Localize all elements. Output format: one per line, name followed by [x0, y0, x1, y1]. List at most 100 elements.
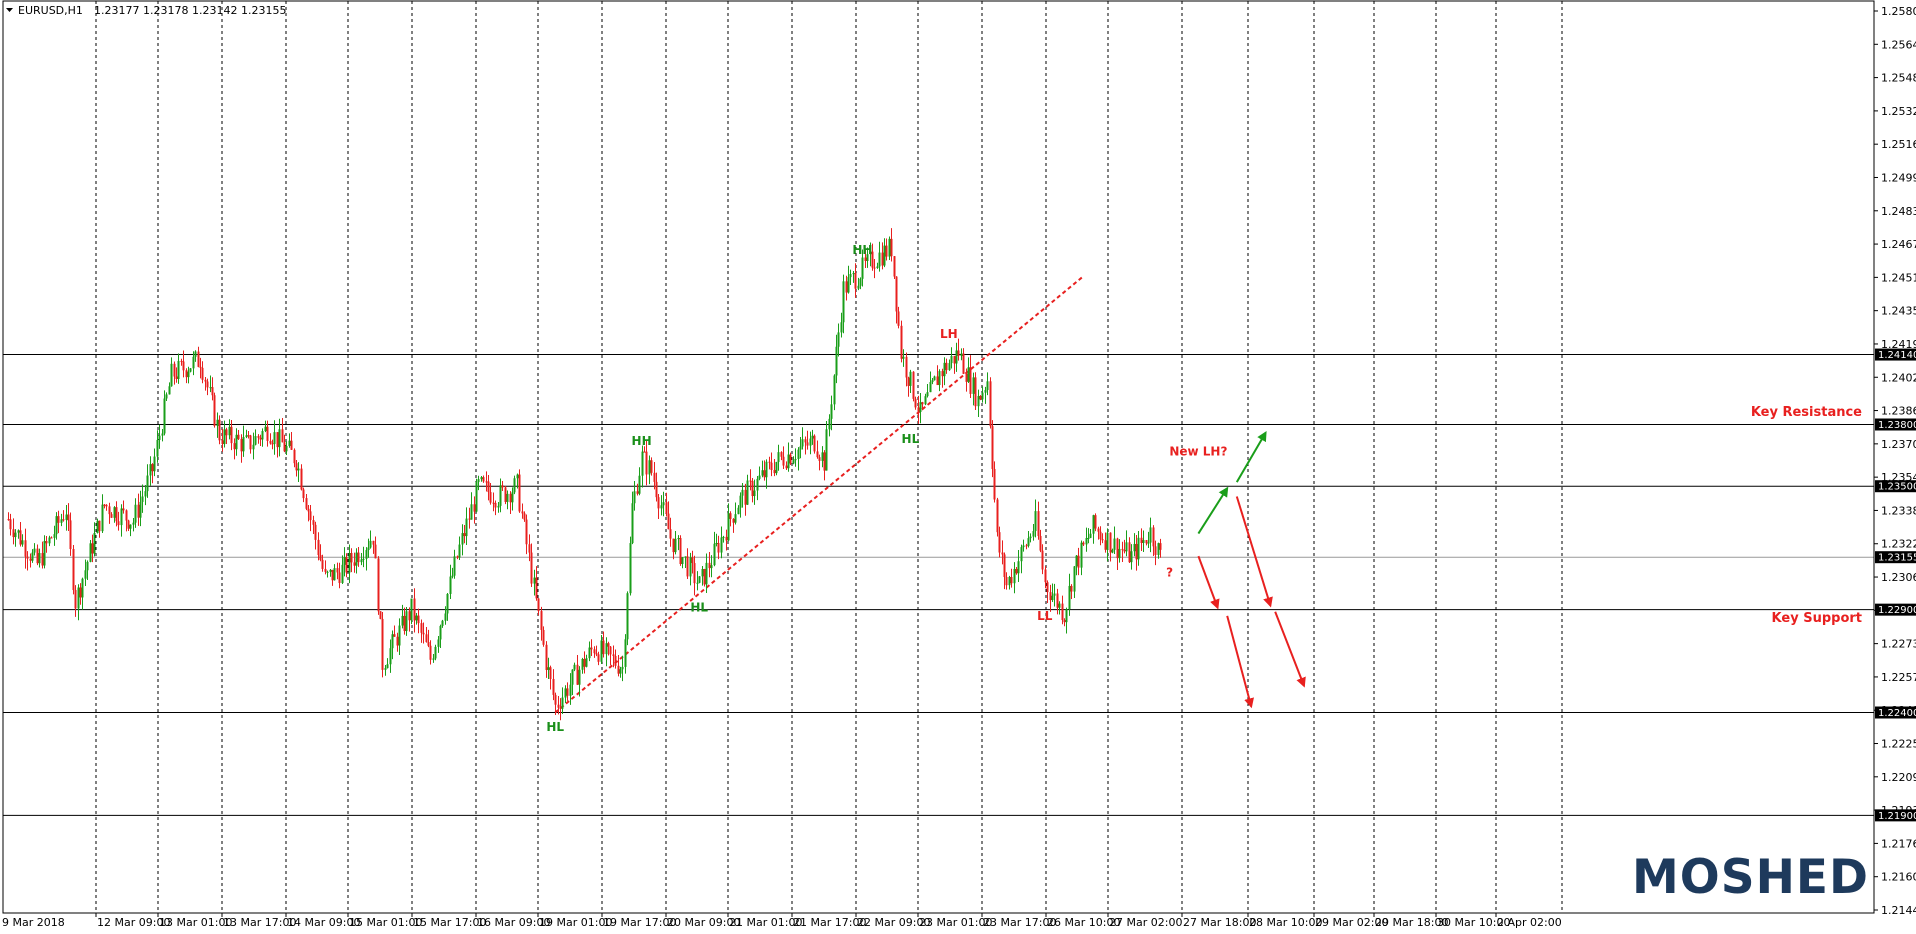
price-tag-box [1875, 603, 1916, 616]
trendline[interactable] [554, 275, 1084, 714]
candle-body [674, 538, 677, 553]
candle-body [998, 532, 1001, 553]
candle-body [1044, 569, 1047, 583]
candle-body [758, 475, 761, 479]
price-tag-box [1875, 551, 1916, 564]
candle-body [926, 392, 929, 397]
candle-body [413, 598, 416, 621]
candle-body [237, 434, 240, 439]
candle-body [386, 664, 389, 669]
candle-body [497, 505, 500, 508]
candle-body [631, 503, 634, 544]
candle-body [533, 577, 536, 584]
candle-body [1037, 511, 1040, 536]
candle-body [921, 402, 924, 405]
price-tick-label: 1.25480 [1881, 72, 1916, 85]
candle-body [132, 522, 135, 525]
candle-body [950, 356, 953, 364]
candle-body [31, 552, 34, 561]
time-tick-label: 28 Mar 10:00 [1249, 916, 1322, 929]
candle-body [578, 669, 581, 685]
price-tick-label: 1.24025 [1881, 371, 1916, 384]
candle-body [137, 504, 140, 518]
candle-body [981, 392, 984, 400]
candle-body [501, 485, 504, 488]
candle-body [761, 470, 764, 476]
candle-body [857, 285, 860, 289]
candle-body [240, 438, 243, 452]
candle-body [1005, 576, 1008, 586]
price-tag-label: 1.22900 [1878, 605, 1916, 616]
candle-body [816, 451, 819, 458]
candle-body [689, 557, 692, 577]
candle-body [765, 461, 768, 478]
candle-body [307, 508, 310, 512]
candle-body [1041, 550, 1044, 570]
candle-body [989, 381, 992, 427]
candle-body [698, 576, 701, 583]
candle-body [900, 325, 903, 359]
candle-body [1099, 531, 1102, 540]
candle-body [636, 491, 639, 494]
candle-body [110, 514, 113, 518]
candle-body [374, 544, 377, 559]
candle-body [605, 643, 608, 655]
candle-body [93, 533, 96, 554]
candle-body [312, 520, 315, 525]
candle-body [1133, 543, 1136, 552]
candle-body [187, 371, 190, 378]
candle-body [293, 449, 296, 464]
candle-body [638, 475, 641, 494]
candle-body [1157, 543, 1160, 555]
candle-body [909, 371, 912, 386]
candle-body [1020, 547, 1023, 562]
candle-body [974, 377, 977, 407]
candle-body [833, 375, 836, 405]
candle-body [852, 273, 855, 275]
candle-body [648, 460, 651, 475]
candle-body [297, 468, 300, 471]
candle-body [1068, 585, 1071, 610]
time-tick-label: 26 Mar 10:00 [1047, 916, 1120, 929]
dropdown-triangle-icon[interactable] [6, 8, 13, 12]
zone-label: Key Resistance [1751, 405, 1862, 420]
candle-body [350, 552, 353, 563]
price-tick-label: 1.22090 [1881, 771, 1916, 784]
candle-body [1010, 576, 1013, 584]
candle-body [257, 436, 260, 438]
candle-body [806, 442, 809, 446]
candle-body [117, 521, 120, 526]
candle-body [583, 658, 586, 667]
price-tick-label: 1.23865 [1881, 405, 1916, 418]
candle-body [458, 544, 461, 558]
time-tick-label: 15 Mar 17:00 [413, 916, 486, 929]
candle-body [403, 615, 406, 632]
candle-body [701, 569, 704, 577]
candle-body [679, 538, 682, 565]
candle-body [1152, 527, 1155, 547]
candle-body [81, 578, 84, 598]
swing-label: LL [1037, 609, 1053, 623]
candle-body [329, 569, 332, 572]
candle-body [890, 238, 893, 257]
candle-body [993, 468, 996, 500]
candle-body [573, 664, 576, 670]
candle-body [72, 549, 75, 591]
candle-body [948, 363, 951, 371]
candle-body [213, 395, 216, 426]
candle-body [55, 516, 58, 535]
candle-body [931, 380, 934, 383]
time-tick-label: 12 Mar 09:00 [97, 916, 170, 929]
candle-body [77, 587, 80, 609]
candle-body [333, 568, 336, 581]
candle-body [797, 449, 800, 459]
candle-body [444, 613, 447, 621]
candle-body [98, 520, 101, 532]
candle-body [67, 514, 70, 521]
candle-body [581, 658, 584, 670]
candle-body [876, 266, 879, 269]
candle-body [319, 554, 322, 560]
candle-body [521, 511, 524, 514]
